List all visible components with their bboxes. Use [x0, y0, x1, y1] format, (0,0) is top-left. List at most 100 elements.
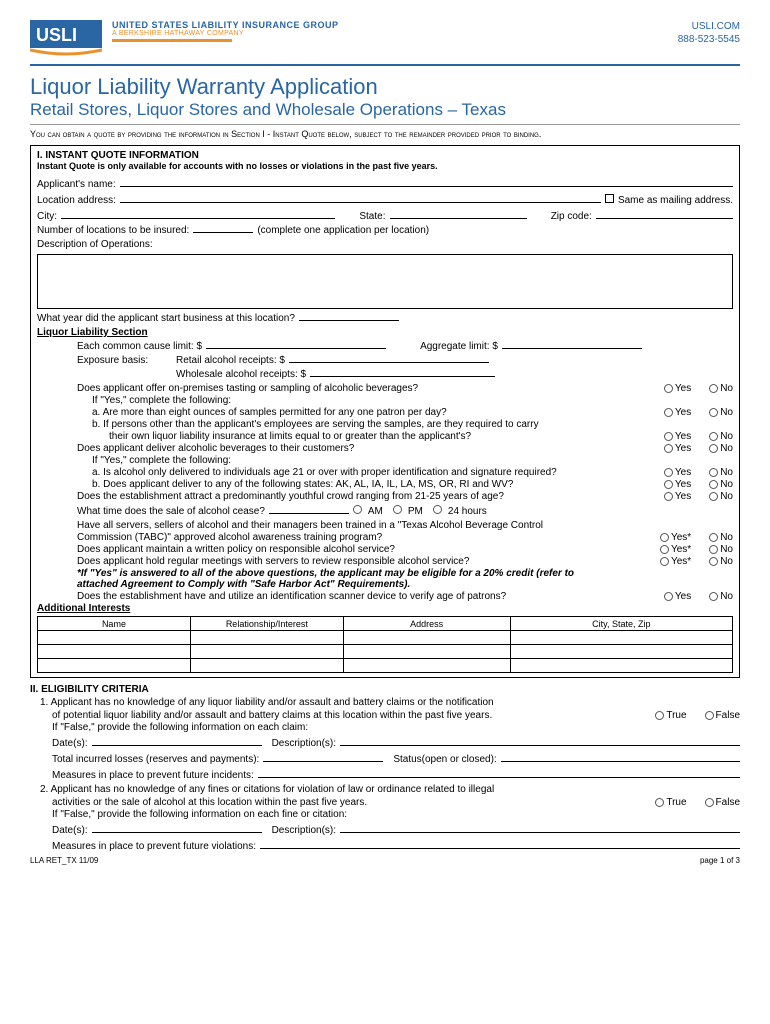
q6-no-radio[interactable]: [709, 545, 718, 554]
page-title: Liquor Liability Warranty Application: [30, 74, 740, 100]
e2-desc-label: Description(s):: [272, 825, 336, 836]
q1-text: Does applicant offer on-premises tasting…: [77, 383, 664, 394]
agg-limit-label: Aggregate limit: $: [420, 341, 498, 352]
numloc-after: (complete one application per location): [257, 225, 429, 236]
page-header: USLI UNITED STATES LIABILITY INSURANCE G…: [30, 20, 740, 66]
e2-dates-input[interactable]: [92, 832, 262, 833]
q4-24-radio[interactable]: [433, 505, 442, 514]
wholesale-label: Wholesale alcohol receipts: $: [176, 369, 306, 380]
footer-left: LLA RET_TX 11/09: [30, 856, 98, 865]
e1a: 1. Applicant has no knowledge of any liq…: [40, 697, 740, 708]
applicant-input[interactable]: [120, 177, 733, 187]
e1-iffalse: If "False," provide the following inform…: [40, 722, 740, 733]
same-address-label: Same as mailing address.: [618, 195, 733, 206]
q1b-no-radio[interactable]: [709, 432, 718, 441]
e2b: activities or the sale of alcohol at thi…: [52, 797, 655, 808]
q1b-yes-radio[interactable]: [664, 432, 673, 441]
section-1-head: I. INSTANT QUOTE INFORMATION: [37, 150, 733, 161]
q2b-yes-radio[interactable]: [664, 480, 673, 489]
intro-text: You can obtain a quote by providing the …: [30, 129, 740, 139]
section-1-note: Instant Quote is only available for acco…: [37, 161, 733, 171]
e1-dates-label: Date(s):: [52, 738, 88, 749]
q1-no-radio[interactable]: [709, 384, 718, 393]
e2-measures-label: Measures in place to prevent future viol…: [52, 841, 256, 852]
e2-dates-label: Date(s):: [52, 825, 88, 836]
q7-text: Does applicant hold regular meetings wit…: [77, 556, 660, 567]
q3-yes-radio[interactable]: [664, 492, 673, 501]
e1-false-radio[interactable]: [705, 711, 714, 720]
q2-yes-radio[interactable]: [664, 444, 673, 453]
website: USLI.COM: [678, 20, 740, 33]
col-name: Name: [38, 617, 191, 631]
e1-desc-label: Description(s):: [272, 738, 336, 749]
table-row: [38, 659, 733, 673]
q1b2-text: their own liquor liability insurance at …: [109, 431, 664, 442]
q6-yes-radio[interactable]: [660, 545, 669, 554]
q2-text: Does applicant deliver alcoholic beverag…: [77, 443, 664, 454]
q2a-text: a. Is alcohol only delivered to individu…: [92, 467, 664, 478]
q5-text: Have all servers, sellers of alcohol and…: [77, 520, 733, 531]
year-label: What year did the applicant start busine…: [37, 313, 295, 324]
zip-label: Zip code:: [551, 211, 592, 222]
q2a-yes-radio[interactable]: [664, 468, 673, 477]
year-input[interactable]: [299, 320, 399, 321]
numloc-input[interactable]: [193, 232, 253, 233]
footer-right: page 1 of 3: [700, 856, 740, 865]
numloc-label: Number of locations to be insured:: [37, 225, 189, 236]
q5-no-radio[interactable]: [709, 533, 718, 542]
q3-no-radio[interactable]: [709, 492, 718, 501]
q7-yes-radio[interactable]: [660, 557, 669, 566]
retail-input[interactable]: [289, 362, 489, 363]
desc-input[interactable]: [37, 254, 733, 309]
q2b-text: b. Does applicant deliver to any of the …: [92, 479, 664, 490]
location-label: Location address:: [37, 195, 116, 206]
exposure-label: Exposure basis:: [77, 355, 172, 366]
e2-false-radio[interactable]: [705, 798, 714, 807]
e1-dates-input[interactable]: [92, 745, 262, 746]
location-input[interactable]: [120, 193, 601, 203]
contact-block: USLI.COM 888-523-5545: [678, 20, 740, 46]
q1-yes-radio[interactable]: [664, 384, 673, 393]
logo-block: USLI UNITED STATES LIABILITY INSURANCE G…: [30, 20, 339, 56]
common-limit-label: Each common cause limit: $: [77, 341, 202, 352]
same-address-checkbox[interactable]: [605, 194, 614, 203]
e1-true-radio[interactable]: [655, 711, 664, 720]
company-tagline: A BERKSHIRE HATHAWAY COMPANY: [112, 30, 339, 37]
q1a-yes-radio[interactable]: [664, 408, 673, 417]
q8-yes-radio[interactable]: [664, 592, 673, 601]
agg-limit-input[interactable]: [502, 348, 642, 349]
q1b-text: b. If persons other than the applicant's…: [77, 419, 733, 430]
zip-input[interactable]: [596, 209, 733, 219]
q1-if: If "Yes," complete the following:: [77, 395, 733, 406]
e1-measures-input[interactable]: [258, 768, 740, 778]
q5-yes-radio[interactable]: [660, 533, 669, 542]
q2a-no-radio[interactable]: [709, 468, 718, 477]
q2-no-radio[interactable]: [709, 444, 718, 453]
q3-text: Does the establishment attract a predomi…: [77, 491, 664, 502]
city-label: City:: [37, 211, 57, 222]
e2a: 2. Applicant has no knowledge of any fin…: [40, 784, 740, 795]
q8-no-radio[interactable]: [709, 592, 718, 601]
company-name: UNITED STATES LIABILITY INSURANCE GROUP: [112, 20, 339, 30]
e2-measures-input[interactable]: [260, 839, 740, 849]
q1a-no-radio[interactable]: [709, 408, 718, 417]
e2-true-radio[interactable]: [655, 798, 664, 807]
col-address: Address: [343, 617, 510, 631]
q4-am-radio[interactable]: [353, 505, 362, 514]
city-input[interactable]: [61, 209, 335, 219]
e2-desc-input[interactable]: [340, 823, 740, 833]
wholesale-input[interactable]: [310, 376, 495, 377]
section-2-head: II. ELIGIBILITY CRITERIA: [30, 684, 740, 695]
state-input[interactable]: [390, 209, 527, 219]
q4-time-input[interactable]: [269, 513, 349, 514]
e1-losses-input[interactable]: [263, 761, 383, 762]
page-footer: LLA RET_TX 11/09 page 1 of 3: [30, 856, 740, 865]
section-1-box: I. INSTANT QUOTE INFORMATION Instant Quo…: [30, 145, 740, 678]
e1-status-input[interactable]: [501, 752, 740, 762]
q7-no-radio[interactable]: [709, 557, 718, 566]
e1-desc-input[interactable]: [340, 736, 740, 746]
q2b-no-radio[interactable]: [709, 480, 718, 489]
q4-pm-radio[interactable]: [393, 505, 402, 514]
common-limit-input[interactable]: [206, 348, 386, 349]
additional-interests-table: Name Relationship/Interest Address City,…: [37, 616, 733, 673]
